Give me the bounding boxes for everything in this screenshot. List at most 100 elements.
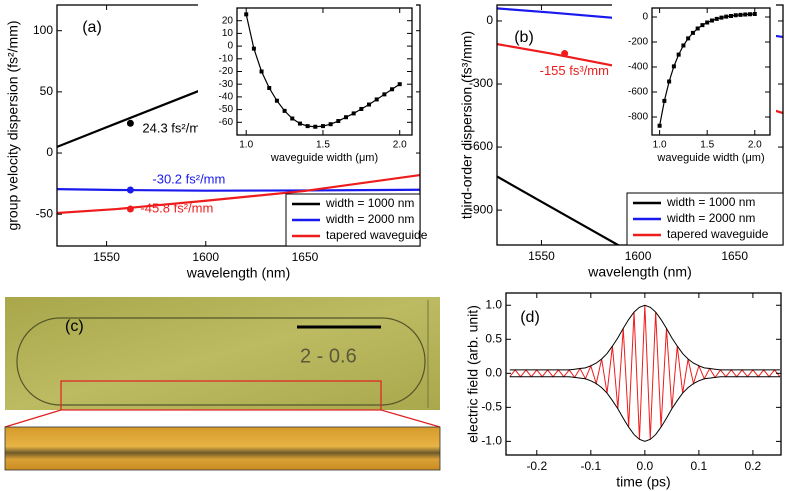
microscope-image <box>5 297 440 410</box>
data-marker <box>709 18 714 23</box>
data-marker <box>686 36 691 41</box>
y-tick-label: -600 <box>469 139 493 153</box>
y-tick-label: 0 <box>227 41 233 52</box>
data-marker <box>336 119 341 124</box>
x-axis-label: waveguide width (μm) <box>270 152 378 164</box>
x-tick-label: 1.5 <box>700 140 714 151</box>
x-axis-label: time (ps) <box>616 474 670 490</box>
y-axis-label: electric field (arb. unit) <box>465 305 481 443</box>
y-tick-label: -900 <box>469 202 493 216</box>
legend-label: width = 1000 nm <box>325 196 414 210</box>
data-marker <box>752 12 757 16</box>
data-marker <box>681 43 686 48</box>
y-tick-label: -30 <box>219 79 234 90</box>
annotation: -155 fs³/mm <box>540 63 609 78</box>
data-marker <box>343 115 348 120</box>
annotation: -45.8 fs²/mm <box>140 200 213 215</box>
plot-frame <box>505 292 782 456</box>
y-tick-label: 0.5 <box>485 331 502 345</box>
series-line <box>509 305 781 440</box>
y-tick-label: -40 <box>219 92 234 103</box>
data-marker <box>290 116 295 121</box>
legend-label: width = 2000 nm <box>325 212 414 226</box>
data-marker <box>714 16 719 21</box>
zoom-line <box>4 409 62 428</box>
plot-frame <box>651 7 771 136</box>
data-marker <box>390 87 395 92</box>
x-tick-label: 1600 <box>192 250 219 264</box>
x-tick-label: 1.0 <box>239 140 253 151</box>
series-line <box>509 376 780 442</box>
x-tick-label: 0.2 <box>745 459 762 473</box>
legend-label: width = 2000 nm <box>666 211 755 225</box>
y-tick-label: 1.0 <box>485 297 502 311</box>
data-marker <box>676 52 681 57</box>
inset-background <box>198 4 416 168</box>
y-tick-label: 50 <box>40 84 54 98</box>
x-axis-label: wavelength (nm) <box>587 264 692 280</box>
y-tick-label: -10 <box>219 53 234 64</box>
data-marker <box>328 122 333 127</box>
y-tick-label: 0 <box>642 12 648 23</box>
panel-label: (a) <box>82 19 102 36</box>
y-tick-label: 20 <box>222 15 234 26</box>
data-marker <box>700 23 705 28</box>
zoom-line <box>380 409 441 428</box>
data-marker <box>738 12 743 17</box>
annotation-point <box>126 119 134 127</box>
data-marker <box>359 106 364 111</box>
legend-label: width = 1000 nm <box>666 195 755 209</box>
x-tick-label: 2.0 <box>393 140 407 151</box>
y-tick-label: -800 <box>628 112 648 123</box>
y-tick-label: 10 <box>222 28 234 39</box>
data-marker <box>690 30 695 35</box>
y-tick-label: 0 <box>486 13 493 27</box>
chart: 1.0 1.5 2.0 -60 -50-40 -30 -20 -100 10 20 waveguid… <box>198 4 416 168</box>
y-tick-label: 100 <box>33 23 53 37</box>
zoom-box <box>60 380 382 411</box>
data-marker <box>374 97 379 102</box>
data-marker <box>267 86 272 91</box>
data-marker <box>320 124 325 129</box>
x-axis-label: wavelength (nm) <box>186 265 291 281</box>
data-marker <box>313 124 318 129</box>
y-tick-label: -400 <box>628 62 648 73</box>
y-tick-label: -50 <box>36 206 54 220</box>
panel-label: (c) <box>65 318 84 335</box>
x-tick-label: 1650 <box>721 249 748 263</box>
x-tick-label: 0.0 <box>637 459 654 473</box>
data-marker <box>657 123 662 128</box>
data-marker <box>351 111 356 116</box>
data-marker <box>724 14 729 19</box>
x-tick-label: 1550 <box>528 249 555 263</box>
y-tick-label: -200 <box>628 37 648 48</box>
series-line <box>497 175 621 245</box>
data-marker <box>662 98 667 103</box>
data-marker <box>705 20 710 25</box>
data-marker <box>251 46 256 51</box>
data-marker <box>305 124 310 129</box>
y-axis-label: group velocity dispersion (fs²/mm) <box>5 20 21 230</box>
panel-label: (d) <box>520 309 540 326</box>
y-tick-label: -50 <box>219 104 234 115</box>
data-marker <box>382 92 387 97</box>
y-tick-label: -60 <box>219 117 234 128</box>
x-tick-label: 1600 <box>625 249 652 263</box>
y-axis-label: third-order dispersion (fs³/mm) <box>459 31 475 219</box>
y-tick-label: -1.0 <box>481 434 502 448</box>
device-label: 2 - 0.6 <box>300 345 357 367</box>
data-marker <box>733 13 738 18</box>
series-line <box>57 188 420 192</box>
data-marker <box>728 14 733 18</box>
chart: -0.2 -0.1 0.0 0.1 0.2 -1.0 -0.5 0.0 0.5 1.0 time (… <box>465 292 782 490</box>
x-axis-label: waveguide width (μm) <box>656 152 764 164</box>
legend-label: tapered waveguide <box>326 228 428 242</box>
x-tick-label: 2.0 <box>748 140 762 151</box>
annotation: -30.2 fs²/mm <box>152 171 225 186</box>
annotation-point <box>126 205 134 213</box>
data-marker <box>282 108 287 113</box>
data-marker <box>695 26 700 31</box>
data-marker <box>671 64 676 69</box>
y-tick-label: -20 <box>219 66 234 77</box>
